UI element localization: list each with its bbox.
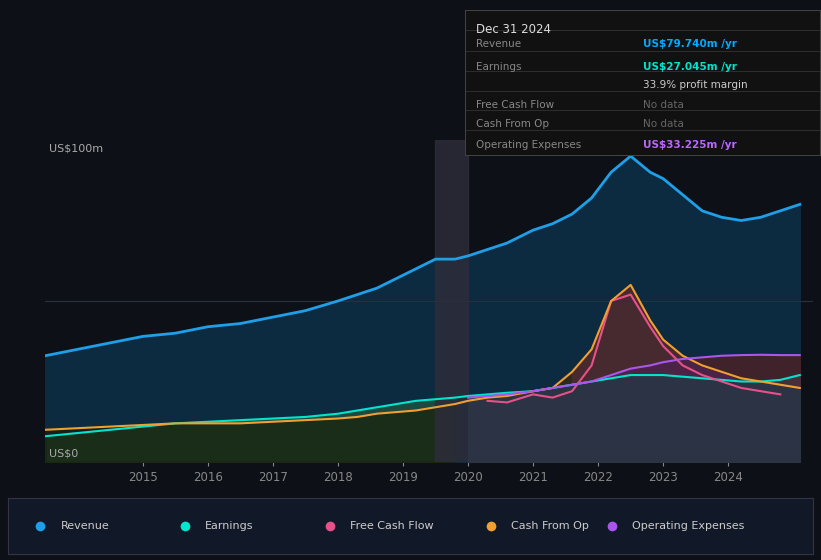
Text: Revenue: Revenue xyxy=(475,39,521,49)
Text: Earnings: Earnings xyxy=(475,62,521,72)
Text: US$100m: US$100m xyxy=(49,143,103,153)
Text: No data: No data xyxy=(643,100,683,110)
Text: Operating Expenses: Operating Expenses xyxy=(475,141,581,151)
Text: Revenue: Revenue xyxy=(61,521,109,531)
Text: US$33.225m /yr: US$33.225m /yr xyxy=(643,141,736,151)
Text: Cash From Op: Cash From Op xyxy=(511,521,589,531)
Text: US$0: US$0 xyxy=(49,449,78,459)
Text: 33.9% profit margin: 33.9% profit margin xyxy=(643,80,747,90)
Text: Free Cash Flow: Free Cash Flow xyxy=(351,521,433,531)
Text: Free Cash Flow: Free Cash Flow xyxy=(475,100,554,110)
Bar xyxy=(435,140,468,462)
Text: US$79.740m /yr: US$79.740m /yr xyxy=(643,39,736,49)
Text: Cash From Op: Cash From Op xyxy=(475,119,548,129)
Text: Dec 31 2024: Dec 31 2024 xyxy=(475,23,551,36)
Text: US$27.045m /yr: US$27.045m /yr xyxy=(643,62,736,72)
Text: Earnings: Earnings xyxy=(205,521,254,531)
Text: No data: No data xyxy=(643,119,683,129)
Text: Operating Expenses: Operating Expenses xyxy=(632,521,744,531)
